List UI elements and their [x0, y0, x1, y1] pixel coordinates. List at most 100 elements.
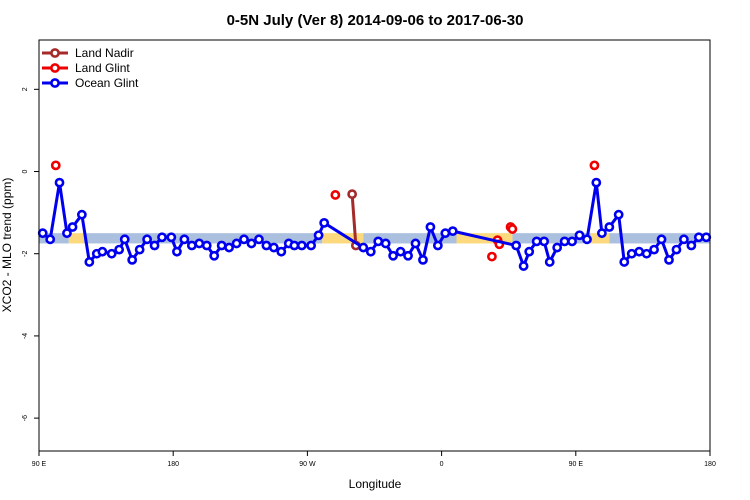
ocean-glint-point-28	[246, 238, 257, 249]
ocean-glint-point-71	[649, 244, 659, 255]
y-tick-label-0: 2	[22, 87, 29, 91]
ocean-glint-point-63	[591, 177, 602, 188]
ocean-glint-point-32	[276, 246, 287, 257]
ocean-glint-point-21	[194, 238, 205, 249]
ocean-glint-point-40	[365, 246, 376, 257]
y-tick-label-1: 0	[22, 169, 29, 173]
x-axis-label: Longitude	[349, 477, 402, 491]
ocean-glint-point-39	[358, 242, 369, 253]
x-tick-label-5: 180	[704, 461, 716, 468]
ocean-glint-point-6	[84, 257, 95, 267]
y-axis-label: XCO2 - MLO trend (ppm)	[0, 178, 14, 313]
ocean-glint-point-61	[574, 230, 585, 241]
ocean-glint-point-37	[313, 230, 324, 241]
ocean-glint-point-49	[432, 240, 443, 251]
ocean-glint-point-68	[626, 248, 637, 259]
y-tick-label-2: -2	[22, 251, 29, 257]
ocean-glint-point-66	[613, 209, 624, 220]
ocean-glint-point-38	[319, 217, 330, 228]
ocean-glint-point-1	[45, 234, 56, 245]
ocean-glint-point-42	[380, 238, 391, 249]
ocean-glint-point-24	[216, 240, 227, 251]
land-nadir-line-0	[350, 194, 358, 246]
y-tick-label-4: -6	[22, 415, 29, 421]
ocean-glint-point-30	[261, 240, 272, 251]
ocean-glint-point-77	[693, 232, 704, 243]
x-tick-label-4: 90 E	[569, 461, 584, 468]
ocean-glint-point-4	[67, 222, 78, 232]
ocean-glint-point-74	[671, 244, 682, 255]
band-segment-4	[363, 233, 457, 244]
ocean-glint-point-57	[544, 257, 555, 267]
y-tick-label-3: -4	[22, 333, 29, 339]
ocean-glint-point-76	[686, 240, 697, 251]
ocean-glint-point-60	[567, 236, 577, 247]
plot-frame	[38, 39, 711, 452]
ocean-glint-point-55	[531, 236, 542, 247]
ocean-glint-point-20	[186, 240, 197, 251]
ocean-glint-point-35	[296, 240, 307, 251]
land-glint-point-0	[50, 160, 61, 171]
band-segment-6	[512, 233, 591, 244]
ocean-glint-point-9	[106, 248, 117, 259]
ocean-glint-point-67	[619, 257, 630, 267]
ocean-glint-point-8	[97, 246, 108, 257]
chart-title: 0-5N July (Ver 8) 2014-09-06 to 2017-06-…	[227, 12, 524, 29]
ocean-glint-point-14	[142, 234, 153, 245]
land-glint-point-1	[330, 190, 341, 200]
ocean-glint-point-47	[418, 254, 428, 265]
legend-marker-land-glint	[50, 63, 60, 73]
ocean-glint-point-22	[201, 240, 212, 251]
ocean-glint-point-23	[209, 250, 220, 261]
ocean-glint-point-13	[134, 244, 145, 255]
ocean-glint-point-64	[596, 228, 607, 239]
ocean-glint-point-50	[440, 228, 451, 239]
x-tick-label-1: 180	[167, 461, 179, 468]
ocean-glint-point-15	[149, 240, 160, 251]
ocean-glint-point-44	[395, 246, 406, 257]
band-segment-7	[590, 233, 610, 244]
ocean-glint-point-26	[231, 238, 242, 249]
ocean-glint-point-17	[166, 232, 177, 243]
legend-label-land-nadir: Land Nadir	[75, 46, 134, 60]
series-layer	[37, 160, 712, 271]
ocean-glint-point-72	[656, 234, 667, 245]
band-segment-1	[68, 233, 84, 244]
ocean-glint-point-75	[679, 234, 689, 245]
ocean-glint-point-16	[157, 232, 167, 243]
y-axis: 2 0 -2 -4 -6	[22, 87, 39, 421]
ocean-glint-point-54	[524, 246, 535, 257]
band-segment-2	[83, 233, 323, 244]
ocean-glint-point-70	[641, 248, 652, 259]
ocean-glint-point-36	[306, 240, 317, 251]
x-axis: 90 E 180 90 W 0 90 E 180	[32, 451, 716, 468]
legend-label-land-glint: Land Glint	[75, 61, 130, 75]
ocean-glint-point-59	[559, 236, 570, 247]
legend-label-ocean-glint: Ocean Glint	[75, 76, 139, 90]
ocean-glint-point-11	[119, 234, 130, 245]
legend-marker-ocean-glint	[50, 78, 60, 88]
ocean-glint-point-3	[62, 228, 72, 239]
land-glint-point-7	[589, 160, 600, 171]
x-tick-label-3: 0	[440, 461, 444, 468]
ocean-glint-point-53	[518, 261, 529, 271]
ocean-glint-point-62	[582, 234, 592, 245]
ocean-glint-point-73	[664, 254, 674, 265]
ocean-glint-point-45	[403, 250, 413, 261]
land-glint-point-6	[507, 224, 518, 234]
ocean-glint-point-31	[268, 242, 279, 253]
ocean-glint-point-18	[172, 246, 182, 257]
land-glint-point-2	[487, 251, 497, 262]
ocean-glint-point-29	[254, 234, 264, 245]
ocean-glint-point-48	[425, 222, 436, 232]
ocean-glint-point-5	[76, 209, 87, 220]
ocean-glint-point-19	[179, 234, 190, 245]
ocean-glint-point-69	[634, 246, 645, 257]
ocean-glint-point-56	[539, 236, 550, 247]
ocean-glint-point-34	[289, 240, 300, 251]
ocean-glint-line-1	[542, 181, 707, 264]
x-tick-label-0: 90 E	[32, 461, 47, 468]
ocean-glint-point-43	[388, 250, 399, 261]
